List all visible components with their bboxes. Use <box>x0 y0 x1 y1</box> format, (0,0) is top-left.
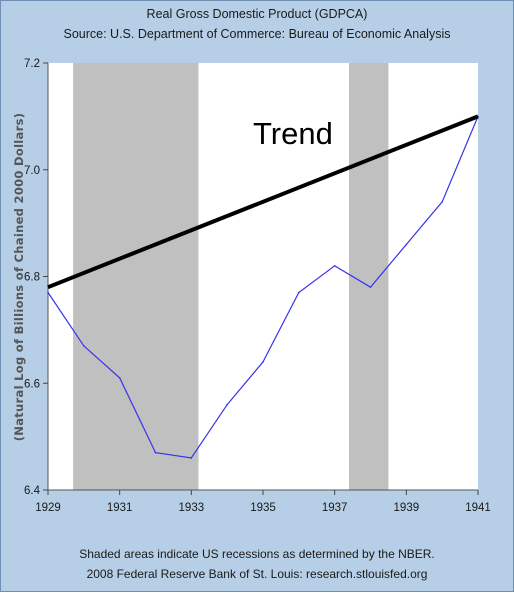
x-tick-label-0: 1929 <box>35 502 61 514</box>
data-point-1940 <box>441 200 443 203</box>
x-tick-label-1: 1931 <box>107 502 133 514</box>
recession-note: Shaded areas indicate US recessions as d… <box>79 547 435 561</box>
data-point-1935 <box>262 361 264 363</box>
data-point-1929 <box>47 291 49 294</box>
data-point-1932 <box>154 451 157 454</box>
data-point-1936 <box>298 291 300 294</box>
data-point-1931 <box>118 377 121 379</box>
trend-line <box>47 114 479 290</box>
recession-band-2 <box>349 63 389 490</box>
recession-band-1 <box>73 63 199 490</box>
y-tick-label-0: 6.4 <box>24 485 41 497</box>
data-point-1937 <box>333 265 336 267</box>
copyright-note: 2008 Federal Reserve Bank of St. Louis: … <box>86 567 428 581</box>
x-tick-label-6: 1941 <box>465 502 491 514</box>
x-tick-label-2: 1933 <box>179 502 205 514</box>
x-tick-label-5: 1939 <box>394 502 420 514</box>
chart-title: Real Gross Domestic Product (GDPCA) <box>146 7 368 21</box>
y-tick-label-4: 7.2 <box>24 58 40 70</box>
x-tick-label-4: 1937 <box>322 502 348 514</box>
trend-label: Trend <box>253 116 333 151</box>
y-tick-label-1: 6.6 <box>24 378 40 390</box>
data-point-1934 <box>226 403 228 406</box>
data-point-1930 <box>83 345 85 347</box>
chart-source: Source: U.S. Department of Commerce: Bur… <box>63 27 451 41</box>
data-point-1933 <box>190 457 193 459</box>
data-point-1939 <box>405 243 408 246</box>
y-tick-label-2: 6.8 <box>24 272 40 284</box>
data-point-1938 <box>369 286 372 288</box>
y-tick-label-3: 7.0 <box>24 165 40 177</box>
x-tick-label-3: 1935 <box>250 502 276 514</box>
